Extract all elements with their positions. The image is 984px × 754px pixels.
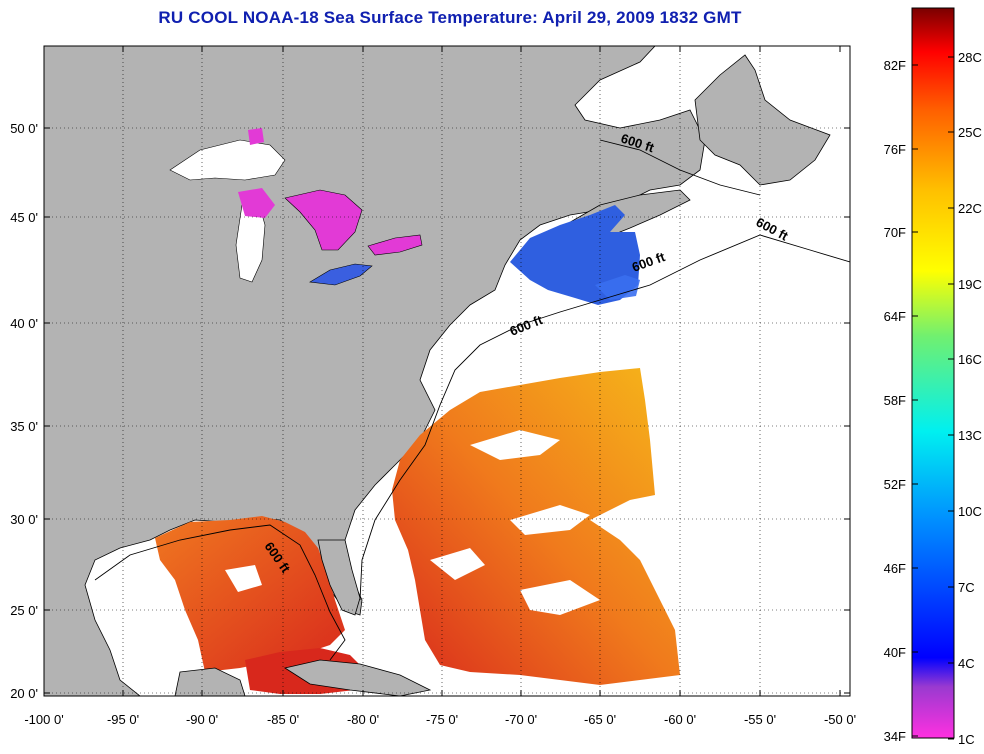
colorbar-c-label: 25C — [958, 125, 982, 140]
colorbar-f-label: 58F — [884, 393, 906, 408]
colorbar-f-label: 52F — [884, 477, 906, 492]
colorbar-fahrenheit-labels: 82F 76F 70F 64F 58F 52F 46F 40F 34F — [884, 58, 918, 744]
lat-label: 35 0' — [10, 419, 38, 434]
lake-ontario-sst — [367, 234, 423, 256]
lon-label: -65 0' — [584, 712, 616, 727]
lon-label: -70 0' — [505, 712, 537, 727]
land-florida — [317, 539, 361, 616]
colorbar-c-label: 1C — [958, 732, 975, 747]
lat-label: 25 0' — [10, 603, 38, 618]
lake-nipigon-sst — [248, 128, 264, 145]
latitude-axis: 20 0' 25 0' 30 0' 35 0' 40 0' 45 0' 50 0' — [10, 121, 850, 701]
colorbar-f-label: 70F — [884, 225, 906, 240]
colorbar-c-label: 7C — [958, 580, 975, 595]
contour-600ft — [359, 234, 850, 601]
cloud-gap — [520, 580, 600, 615]
colorbar-f-label: 46F — [884, 561, 906, 576]
lat-label: 30 0' — [10, 512, 38, 527]
map-frame — [43, 45, 851, 697]
cloud-gap — [225, 565, 262, 592]
colorbar — [911, 7, 955, 739]
lon-label: -50 0' — [824, 712, 856, 727]
colorbar-c-label: 19C — [958, 277, 982, 292]
lon-label: -90 0' — [186, 712, 218, 727]
cloud-gap — [470, 430, 560, 460]
cloud-gap — [510, 505, 590, 535]
land-cuba — [283, 659, 432, 696]
colorbar-c-label: 4C — [958, 656, 975, 671]
lon-label: -55 0' — [744, 712, 776, 727]
colorbar-f-label: 76F — [884, 142, 906, 157]
colorbar-c-label: 10C — [958, 504, 982, 519]
lon-label: -95 0' — [107, 712, 139, 727]
scotian-shelf-sst — [595, 275, 640, 300]
lake-superior — [169, 139, 286, 181]
land-yucatan — [174, 667, 246, 696]
contour-600ft — [94, 524, 346, 661]
lake-huron-sst — [284, 189, 363, 251]
graticule — [44, 46, 850, 696]
colorbar-c-label: 13C — [958, 428, 982, 443]
lat-label: 20 0' — [10, 686, 38, 701]
colorbar-c-label: 28C — [958, 50, 982, 65]
cloud-gap — [430, 548, 485, 580]
lon-label: -100 0' — [24, 712, 63, 727]
colorbar-c-label: 16C — [958, 352, 982, 367]
lon-label: -80 0' — [347, 712, 379, 727]
colorbar-f-label: 34F — [884, 729, 906, 744]
land-newfoundland — [694, 54, 831, 186]
colorbar-f-label: 64F — [884, 309, 906, 324]
longitude-axis: -100 0' -95 0' -90 0' -85 0' -80 0' -75 0' -70… — [24, 46, 856, 727]
gulf-of-mexico-sst — [155, 516, 345, 672]
lon-label: -85 0' — [267, 712, 299, 727]
lat-label: 50 0' — [10, 121, 38, 136]
map-title: RU COOL NOAA-18 Sea Surface Temperature:… — [158, 8, 742, 27]
colorbar-c-label: 22C — [958, 201, 982, 216]
colorbar-celsius-labels: 28C 25C 22C 19C 16C 13C 10C 7C 4C 1C — [948, 50, 982, 747]
gulf-of-maine-sst — [510, 205, 640, 305]
lake-superior-east-sst — [238, 188, 275, 218]
lat-label: 45 0' — [10, 210, 38, 225]
lat-label: 40 0' — [10, 316, 38, 331]
lake-erie-sst — [309, 263, 373, 286]
colorbar-f-label: 40F — [884, 645, 906, 660]
colorbar-f-label: 82F — [884, 58, 906, 73]
lon-label: -75 0' — [426, 712, 458, 727]
lon-label: -60 0' — [664, 712, 696, 727]
